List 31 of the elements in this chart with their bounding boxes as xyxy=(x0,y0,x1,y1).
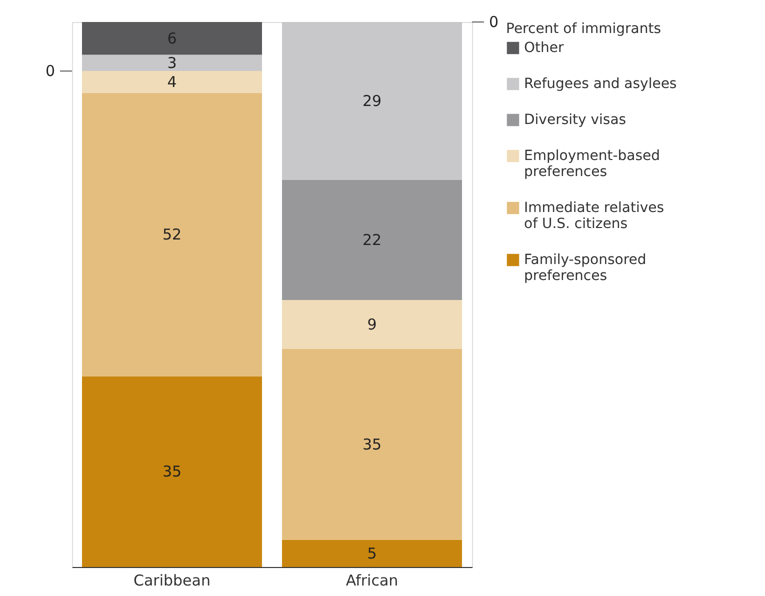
text: 0 xyxy=(489,13,499,31)
x-tick-label: Caribbean xyxy=(134,572,210,590)
data-label: 9 xyxy=(367,315,377,334)
data-label: 29 xyxy=(362,92,382,110)
bar xyxy=(82,376,262,567)
text: 0 xyxy=(45,62,55,80)
bar xyxy=(82,54,262,72)
bar xyxy=(282,349,462,540)
bar xyxy=(82,22,262,55)
bar xyxy=(82,92,262,376)
data-label: 35 xyxy=(162,462,182,481)
legend-title: Percent of immigrants xyxy=(506,21,662,37)
data-label: 3 xyxy=(167,54,177,72)
legend-label: Immediate relatives of U.S. citizens xyxy=(524,200,664,232)
legend-label: Other xyxy=(524,40,564,56)
bar xyxy=(282,540,462,567)
data-label: 6 xyxy=(167,29,177,48)
data-label: 4 xyxy=(167,72,177,91)
data-label: 22 xyxy=(362,231,382,249)
bar xyxy=(82,71,262,93)
data-label: 52 xyxy=(162,226,182,244)
bar xyxy=(282,22,462,180)
legend-label: Family-sponsored preferences xyxy=(524,252,646,284)
legend-label: Employment-based preferences xyxy=(524,148,660,180)
data-label: 5 xyxy=(367,544,377,562)
bar xyxy=(282,300,462,349)
data-label: 35 xyxy=(362,435,382,454)
legend-label: Refugees and asylees xyxy=(524,76,677,92)
legend-label: Diversity visas xyxy=(524,112,626,128)
x-tick-label: African xyxy=(346,572,398,590)
bar xyxy=(282,180,462,300)
